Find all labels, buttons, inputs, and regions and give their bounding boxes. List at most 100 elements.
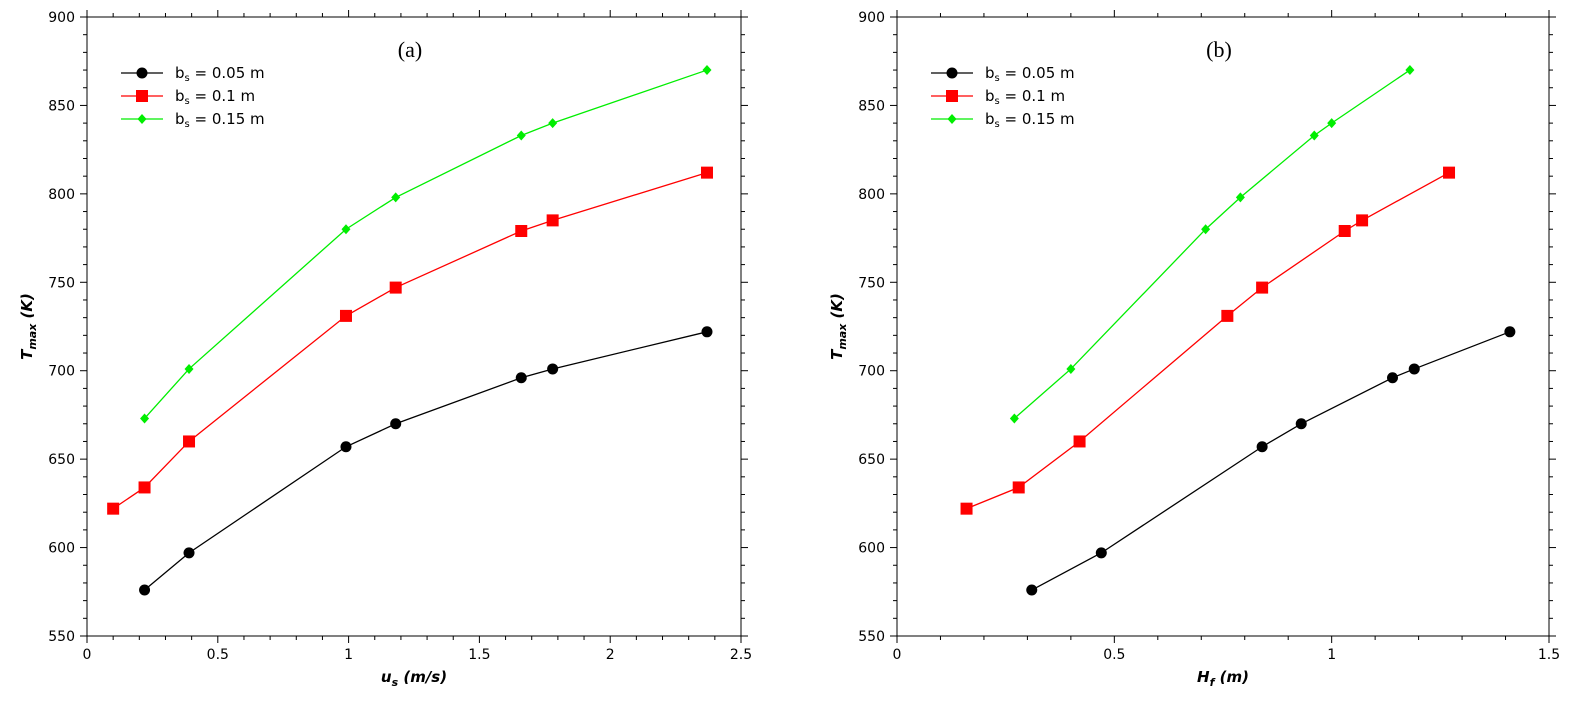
panel-b-data-point-bs-015 — [1309, 130, 1319, 141]
panel-a: 0 0.5 1 1.5 2 2.5 550 600 650 700 750 800 850 900 us (… — [18, 10, 752, 689]
panel-a-legend-label-bs-01: bs = 0.1 m — [175, 87, 255, 107]
panel-b-y-tick-label: 600 — [858, 541, 885, 557]
panel-b-y-axis-title: Tmax (K) — [828, 293, 849, 360]
panel-b-data-point-bs-005 — [1387, 372, 1399, 384]
panel-a-data-point-bs-005 — [547, 363, 559, 375]
panel-a-data-point-bs-015 — [341, 224, 351, 235]
panel-a-series-bs-015 — [140, 65, 712, 424]
panel-b-y-tick-label: 550 — [858, 629, 885, 645]
panel-b-data-point-bs-01 — [1443, 166, 1456, 179]
panel-a-data-point-bs-015 — [391, 192, 401, 203]
panel-b-plot-frame — [896, 16, 1550, 637]
panel-b-x-tick-label: 1 — [1327, 647, 1336, 663]
panel-b-series-bs-005 — [1026, 326, 1516, 596]
panel-b-data-point-bs-015 — [1235, 192, 1245, 203]
panel-b-data-point-bs-005 — [1095, 547, 1107, 559]
panel-b-y-tick-label: 700 — [858, 364, 885, 380]
panel-a-data-point-bs-015 — [516, 130, 526, 141]
panel-a-x-tick-label: 1.5 — [468, 647, 490, 663]
panel-b-y-tick-label: 800 — [858, 187, 885, 203]
panel-b-legend-label-bs-005: bs = 0.05 m — [985, 64, 1075, 84]
panel-b-data-point-bs-005 — [1408, 363, 1420, 375]
panel-b-data-point-bs-01 — [1221, 309, 1234, 322]
panel-a-data-point-bs-005 — [340, 441, 352, 453]
panel-a-data-point-bs-005 — [515, 372, 527, 384]
panel-b-data-point-bs-015 — [1009, 413, 1019, 424]
panel-b-data-point-bs-015 — [1201, 224, 1211, 235]
panel-b-data-point-bs-005 — [1504, 326, 1516, 338]
panel-b-data-point-bs-015 — [1405, 65, 1415, 76]
panel-a-y-tick-label: 550 — [48, 629, 75, 645]
panel-b-x-tick-label: 0 — [893, 647, 902, 663]
panel-a-data-point-bs-01 — [515, 224, 528, 237]
panel-b-y-tick-label: 850 — [858, 98, 885, 114]
panel-a-data-point-bs-01 — [546, 214, 559, 227]
panel-a-data-point-bs-005 — [390, 418, 402, 430]
panel-a-data-point-bs-01 — [700, 166, 713, 179]
panel-b-legend: bs = 0.05 m bs = 0.1 m bs = 0.15 m — [931, 64, 1075, 130]
panel-a-plot-frame — [86, 16, 742, 637]
panel-a-legend-label-bs-005: bs = 0.05 m — [175, 64, 265, 84]
panel-b-y-tick-label: 650 — [858, 452, 885, 468]
panel-b-legend-marker-bs-015 — [947, 114, 957, 124]
panel-b-x-tick-label: 0.5 — [1103, 647, 1125, 663]
panel-a-data-point-bs-015 — [140, 413, 150, 424]
panel-b-data-point-bs-005 — [1295, 418, 1307, 430]
panel-a-x-axis-title: us (m/s) — [381, 668, 447, 689]
panel-a-legend: bs = 0.05 m bs = 0.1 m bs = 0.15 m — [121, 64, 265, 130]
panel-a-data-point-bs-01 — [138, 481, 151, 494]
panel-a-y-axis-title: Tmax (K) — [18, 293, 39, 360]
panel-a-series-line-bs-005 — [144, 331, 708, 591]
panel-b-data-point-bs-01 — [1012, 481, 1025, 494]
panel-a-legend-marker-bs-01 — [136, 90, 148, 102]
panel-b-y-tick-label: 750 — [858, 275, 885, 291]
panel-a-y-tick-label: 850 — [48, 98, 75, 114]
panel-a-y-tick-label: 700 — [48, 364, 75, 380]
panel-b-data-point-bs-015 — [1066, 363, 1076, 374]
panel-b-x-tick-label: 1.5 — [1538, 647, 1560, 663]
panel-b-series-line-bs-01 — [966, 172, 1450, 510]
panel-b-data-point-bs-01 — [1356, 214, 1369, 227]
panel-b-data-point-bs-015 — [1327, 118, 1337, 129]
panel-b-label: (b) — [1206, 37, 1232, 62]
panel-b-legend-label-bs-015: bs = 0.15 m — [985, 110, 1075, 130]
panel-a-y-tick-label: 750 — [48, 275, 75, 291]
panel-a-x-tick-label: 2 — [606, 647, 615, 663]
panel-b-data-point-bs-005 — [1026, 584, 1038, 596]
panel-b-series-bs-01 — [960, 166, 1456, 515]
panel-b-legend-marker-bs-01 — [946, 90, 958, 102]
panel-a-data-point-bs-015 — [184, 363, 194, 374]
panel-a-x-tick-label: 0.5 — [207, 647, 229, 663]
panel-a-y-tick-label: 600 — [48, 541, 75, 557]
panel-b-data-point-bs-01 — [960, 502, 973, 515]
panel-b-legend-marker-bs-005 — [946, 67, 958, 79]
panel-a-data-point-bs-01 — [107, 502, 120, 515]
panel-a-series-bs-005 — [139, 326, 713, 596]
panel-a-y-tick-label: 900 — [48, 10, 75, 26]
panel-a-legend-marker-bs-015 — [137, 114, 147, 124]
panel-b-y-tick-label: 900 — [858, 10, 885, 26]
panel-a-data-point-bs-005 — [139, 584, 151, 596]
panel-a-data-point-bs-01 — [183, 435, 196, 448]
panel-a-x-tick-label: 1 — [344, 647, 353, 663]
panel-b-x-axis-title: Hf (m) — [1197, 668, 1249, 689]
panel-b-legend-label-bs-01: bs = 0.1 m — [985, 87, 1065, 107]
panel-b-data-point-bs-01 — [1256, 281, 1269, 294]
panel-a-label: (a) — [398, 37, 422, 62]
panel-a-data-point-bs-015 — [702, 65, 712, 76]
panel-b-data-point-bs-005 — [1256, 441, 1268, 453]
panel-a-series-line-bs-01 — [112, 172, 708, 510]
panel-b-data-point-bs-01 — [1073, 435, 1086, 448]
panel-b: 0 0.5 1 1.5 550 600 650 700 750 800 850 900 Hf (m) Tm… — [828, 10, 1560, 689]
panel-a-data-point-bs-005 — [701, 326, 713, 338]
panel-a-y-tick-label: 650 — [48, 452, 75, 468]
panel-b-data-point-bs-01 — [1338, 224, 1351, 237]
panel-a-x-tick-label: 0 — [83, 647, 92, 663]
panel-a-legend-marker-bs-005 — [136, 67, 148, 79]
panel-a-y-tick-label: 800 — [48, 187, 75, 203]
panel-b-series-bs-015 — [1009, 65, 1415, 424]
panel-a-x-tick-label: 2.5 — [730, 647, 752, 663]
panel-a-data-point-bs-01 — [389, 281, 402, 294]
panel-a-data-point-bs-015 — [548, 118, 558, 129]
